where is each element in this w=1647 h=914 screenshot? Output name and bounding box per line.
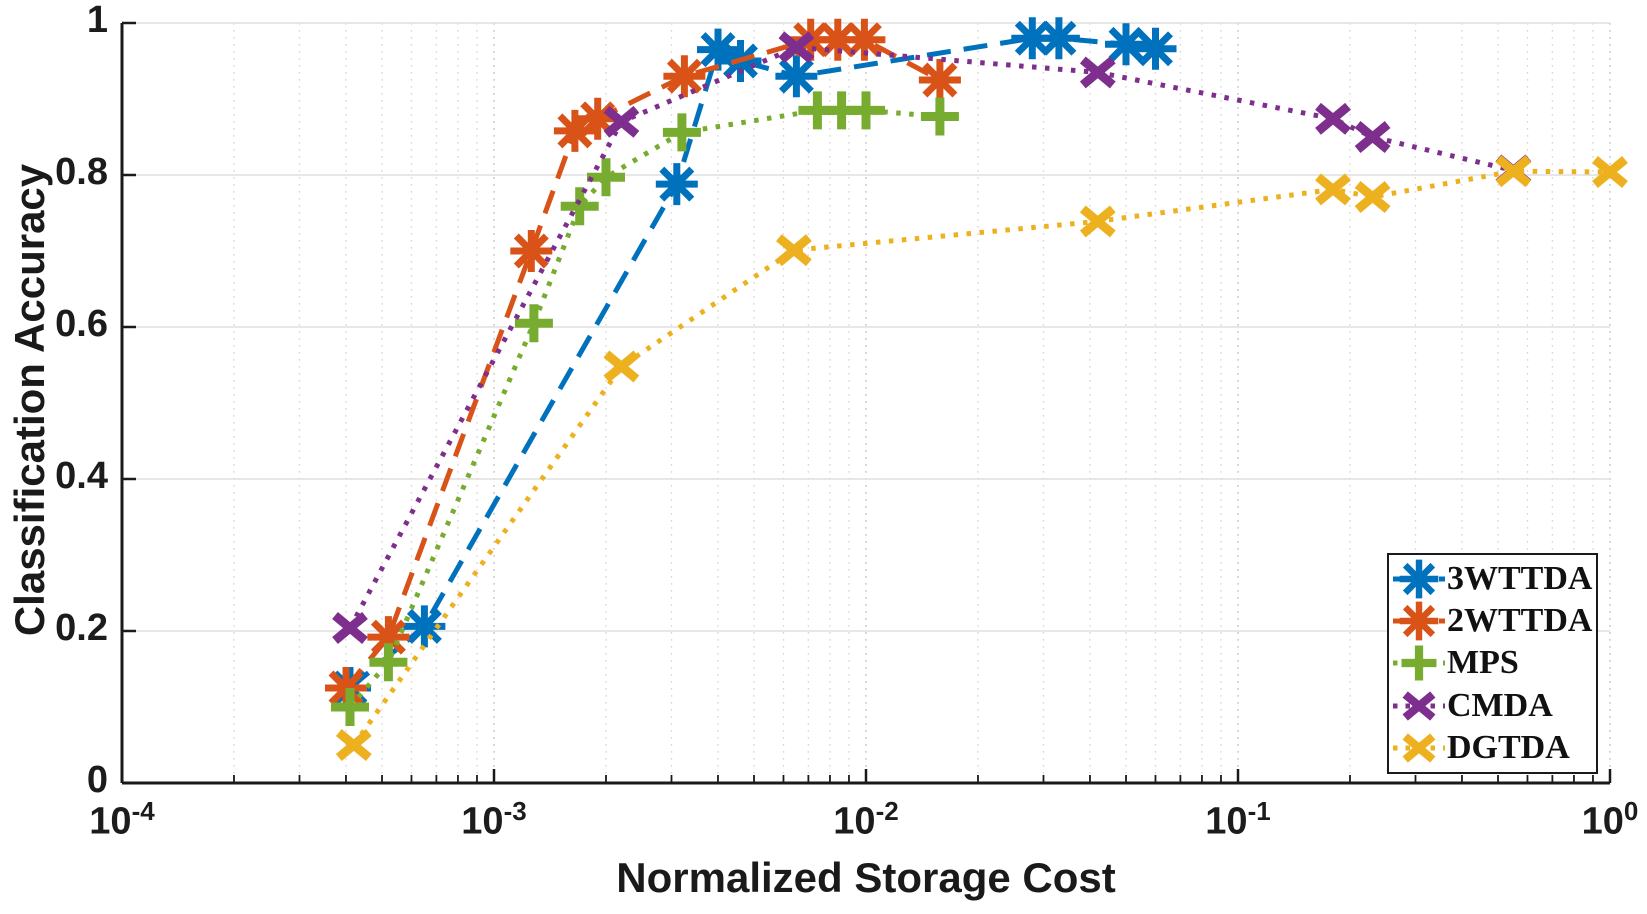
legend-marker-dgtda [1393, 733, 1445, 763]
data-point-marker-dgtda [603, 350, 640, 383]
data-point-marker-3wttda [1105, 23, 1147, 66]
data-point-marker-2wttda [553, 109, 596, 152]
legend-marker-cmda [1393, 690, 1445, 721]
data-point-marker-dgtda [1495, 155, 1532, 188]
legend-label: DGTDA [1447, 728, 1570, 766]
legend-marker-2wttda [1393, 601, 1445, 641]
data-point-marker-dgtda [1592, 156, 1628, 188]
series-line-mps [348, 107, 941, 709]
data-point-marker-mps [560, 187, 599, 226]
data-point-marker-dgtda [776, 234, 812, 267]
data-point-marker-cmda [603, 105, 640, 138]
data-point-marker-2wttda [367, 616, 410, 659]
y-axis-title: Classification Accuracy [6, 163, 53, 637]
data-point-marker-cmda [778, 31, 815, 64]
data-point-marker-3wttda [403, 605, 446, 648]
plot-area [120, 17, 1628, 785]
x-axis-title: Normalized Storage Cost [616, 854, 1116, 901]
data-point-marker-mps [847, 91, 885, 130]
legend: 3WTTDA 2WTTDA MPS CMDA DGTDA [1387, 553, 1598, 774]
data-point-marker-dgtda [335, 729, 372, 761]
legend-label: CMDA [1447, 686, 1553, 724]
data-point-marker-mps [514, 304, 553, 343]
data-point-marker-2wttda [663, 55, 706, 98]
x-tick-label: 10-3 [461, 796, 527, 843]
series-line-cmda [347, 44, 1514, 630]
data-point-marker-dgtda [1354, 181, 1391, 213]
data-point-marker-cmda [1354, 121, 1391, 153]
data-point-marker-2wttda [510, 230, 553, 272]
x-tick-label: 10-1 [1205, 796, 1271, 843]
y-tick-label: 0 [86, 759, 108, 801]
data-point-marker-2wttda [816, 18, 859, 61]
legend-item-3wttda: 3WTTDA [1393, 559, 1594, 599]
data-point-marker-dgtda [1315, 173, 1351, 206]
legend-item-dgtda: DGTDA [1393, 728, 1594, 768]
data-point-marker-2wttda [576, 97, 619, 140]
y-tick-label: 0.6 [55, 303, 108, 345]
y-tick-label: 0.8 [55, 151, 108, 193]
x-tick-label: 10-2 [833, 796, 899, 843]
data-point-marker-3wttda [1134, 27, 1177, 70]
legend-label: 3WTTDA [1447, 560, 1593, 598]
y-tick-label: 0.2 [55, 607, 108, 649]
data-point-marker-3wttda [775, 55, 818, 98]
y-tick-label: 0.4 [55, 455, 108, 497]
legend-marker-3wttda [1393, 559, 1445, 599]
data-point-marker-cmda [1315, 102, 1351, 135]
legend-item-cmda: CMDA [1393, 686, 1594, 726]
data-point-marker-3wttda [697, 28, 739, 71]
series-line-2wttda [344, 37, 942, 690]
data-point-marker-mps [587, 158, 625, 197]
data-point-marker-3wttda [655, 163, 698, 206]
chart-canvas [120, 17, 1628, 785]
legend-item-mps: MPS [1393, 643, 1594, 683]
data-point-marker-2wttda [918, 59, 961, 101]
data-point-marker-dgtda [1079, 205, 1116, 238]
data-point-marker-cmda [1079, 56, 1116, 89]
x-tick-label: 10-4 [89, 796, 155, 843]
data-point-marker-mps [331, 688, 369, 726]
data-point-marker-3wttda [1037, 17, 1080, 60]
data-point-marker-mps [662, 113, 701, 152]
data-point-marker-mps [920, 97, 959, 136]
data-point-marker-cmda [332, 612, 368, 644]
data-point-marker-2wttda [843, 18, 886, 61]
series-line-dgtda [351, 168, 1611, 747]
data-point-marker-3wttda [1011, 17, 1054, 60]
legend-marker-mps [1393, 645, 1445, 681]
legend-label: 2WTTDA [1447, 602, 1593, 640]
legend-item-2wttda: 2WTTDA [1393, 601, 1594, 641]
x-tick-label: 100 [1581, 796, 1639, 843]
y-tick-label: 1 [86, 0, 108, 41]
legend-label: MPS [1447, 644, 1519, 682]
data-point-marker-mps [369, 643, 408, 682]
series-line-3wttda [348, 35, 1156, 690]
